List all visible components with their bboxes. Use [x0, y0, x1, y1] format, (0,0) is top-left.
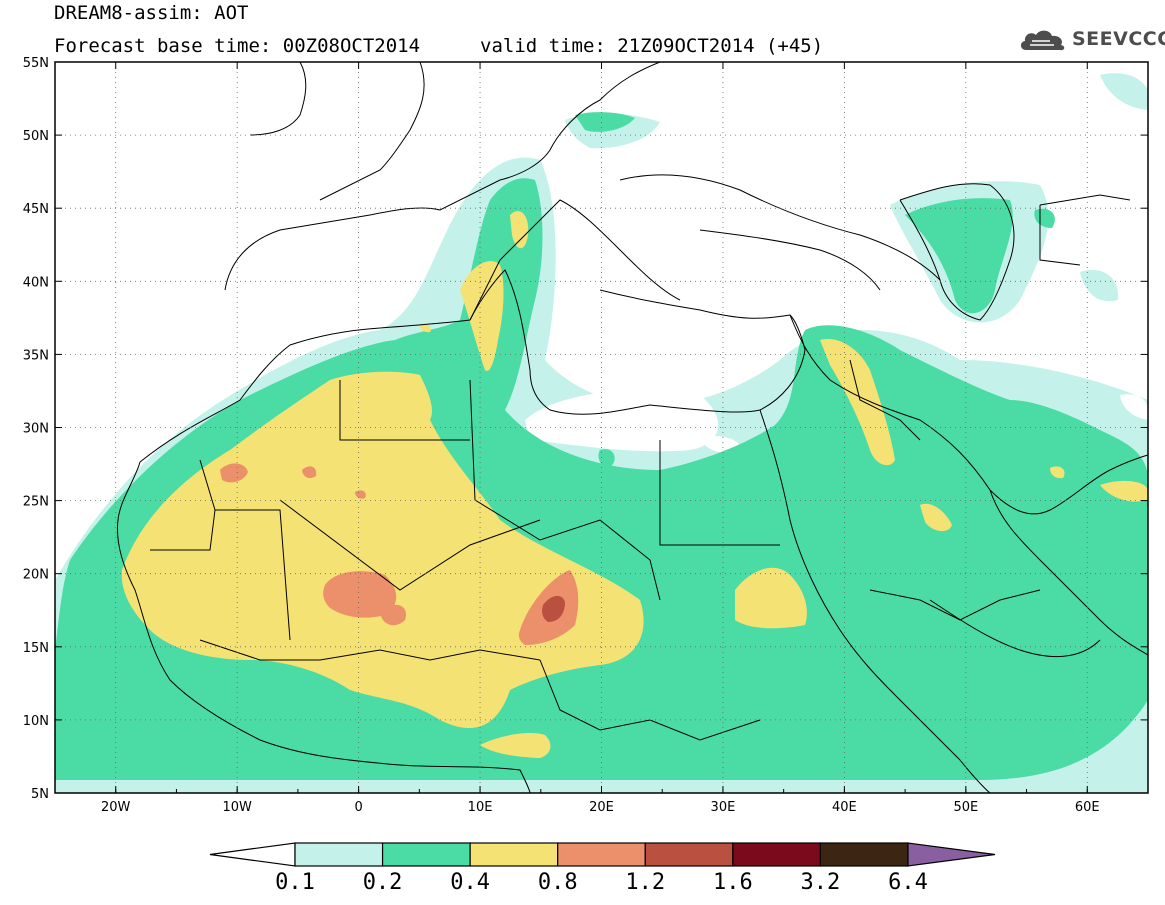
colorbar-label: 1.6 — [712, 870, 753, 895]
forecast-base-time: Forecast base time: 00Z08OCT2014 — [54, 35, 421, 57]
colorbar-below-arrow — [209, 842, 296, 867]
lon-tick-label: 20E — [589, 800, 614, 815]
logo-text: SEEVCCC — [1072, 28, 1165, 50]
colorbar-swatch — [557, 842, 646, 867]
lon-tick-label: 10W — [222, 800, 252, 815]
colorbar-above-arrow — [907, 842, 996, 867]
colorbar-label: 0.2 — [362, 870, 403, 895]
lat-tick-label: 45N — [23, 202, 49, 217]
lon-tick-label: 0 — [354, 800, 362, 815]
colorbar-swatch — [644, 842, 734, 867]
colorbar-label: 0.4 — [450, 870, 491, 895]
lat-tick-label: 5N — [31, 787, 49, 802]
colorbar-label: 1.2 — [625, 870, 666, 895]
colorbar-swatch — [732, 842, 822, 867]
lat-tick-label: 40N — [23, 275, 49, 290]
lon-tick-label: 50E — [953, 800, 978, 815]
colorbar-swatch — [819, 842, 909, 867]
aot-band-0p4 — [121, 211, 1148, 758]
aot-band-0p8 — [220, 463, 579, 645]
cloud-icon — [1020, 30, 1065, 51]
valid-time: valid time: 21Z09OCT2014 (+45) — [480, 35, 824, 57]
lat-tick-label: 15N — [23, 641, 49, 656]
aot-band-1p2 — [542, 595, 565, 622]
colorbar-label: 6.4 — [888, 870, 928, 895]
lat-tick-label: 10N — [23, 714, 49, 729]
colorbar-swatch — [469, 842, 559, 867]
lat-tick-label: 35N — [23, 348, 49, 363]
lat-tick-label: 50N — [23, 129, 49, 144]
aot-field — [55, 73, 1148, 793]
colorbar-swatch — [381, 842, 471, 867]
colorbar-label: 0.1 — [275, 870, 315, 895]
lat-tick-label: 20N — [23, 568, 49, 583]
lon-tick-label: 10E — [468, 800, 493, 815]
colorbar-label: 0.8 — [537, 870, 578, 895]
map-title: DREAM8-assim: AOT — [54, 2, 249, 24]
axis-ticks: 20W 10W 0 10E 20E 30E 40E 50E 60E 55N 50N 45N 40N 35N… — [23, 56, 1149, 815]
coastlines — [116, 62, 1148, 793]
colorbar — [209, 842, 996, 867]
colorbar-label: 3.2 — [800, 870, 841, 895]
lat-tick-label: 30N — [23, 422, 49, 437]
lat-tick-label: 55N — [23, 56, 49, 71]
lat-tick-label: 25N — [23, 495, 49, 510]
lon-tick-label: 40E — [832, 800, 857, 815]
seevccc-logo: SEEVCCC — [1018, 26, 1165, 54]
colorbar-swatch — [294, 842, 384, 867]
lon-tick-label: 30E — [711, 800, 736, 815]
lon-tick-label: 60E — [1075, 800, 1100, 815]
lon-tick-label: 20W — [101, 800, 131, 815]
